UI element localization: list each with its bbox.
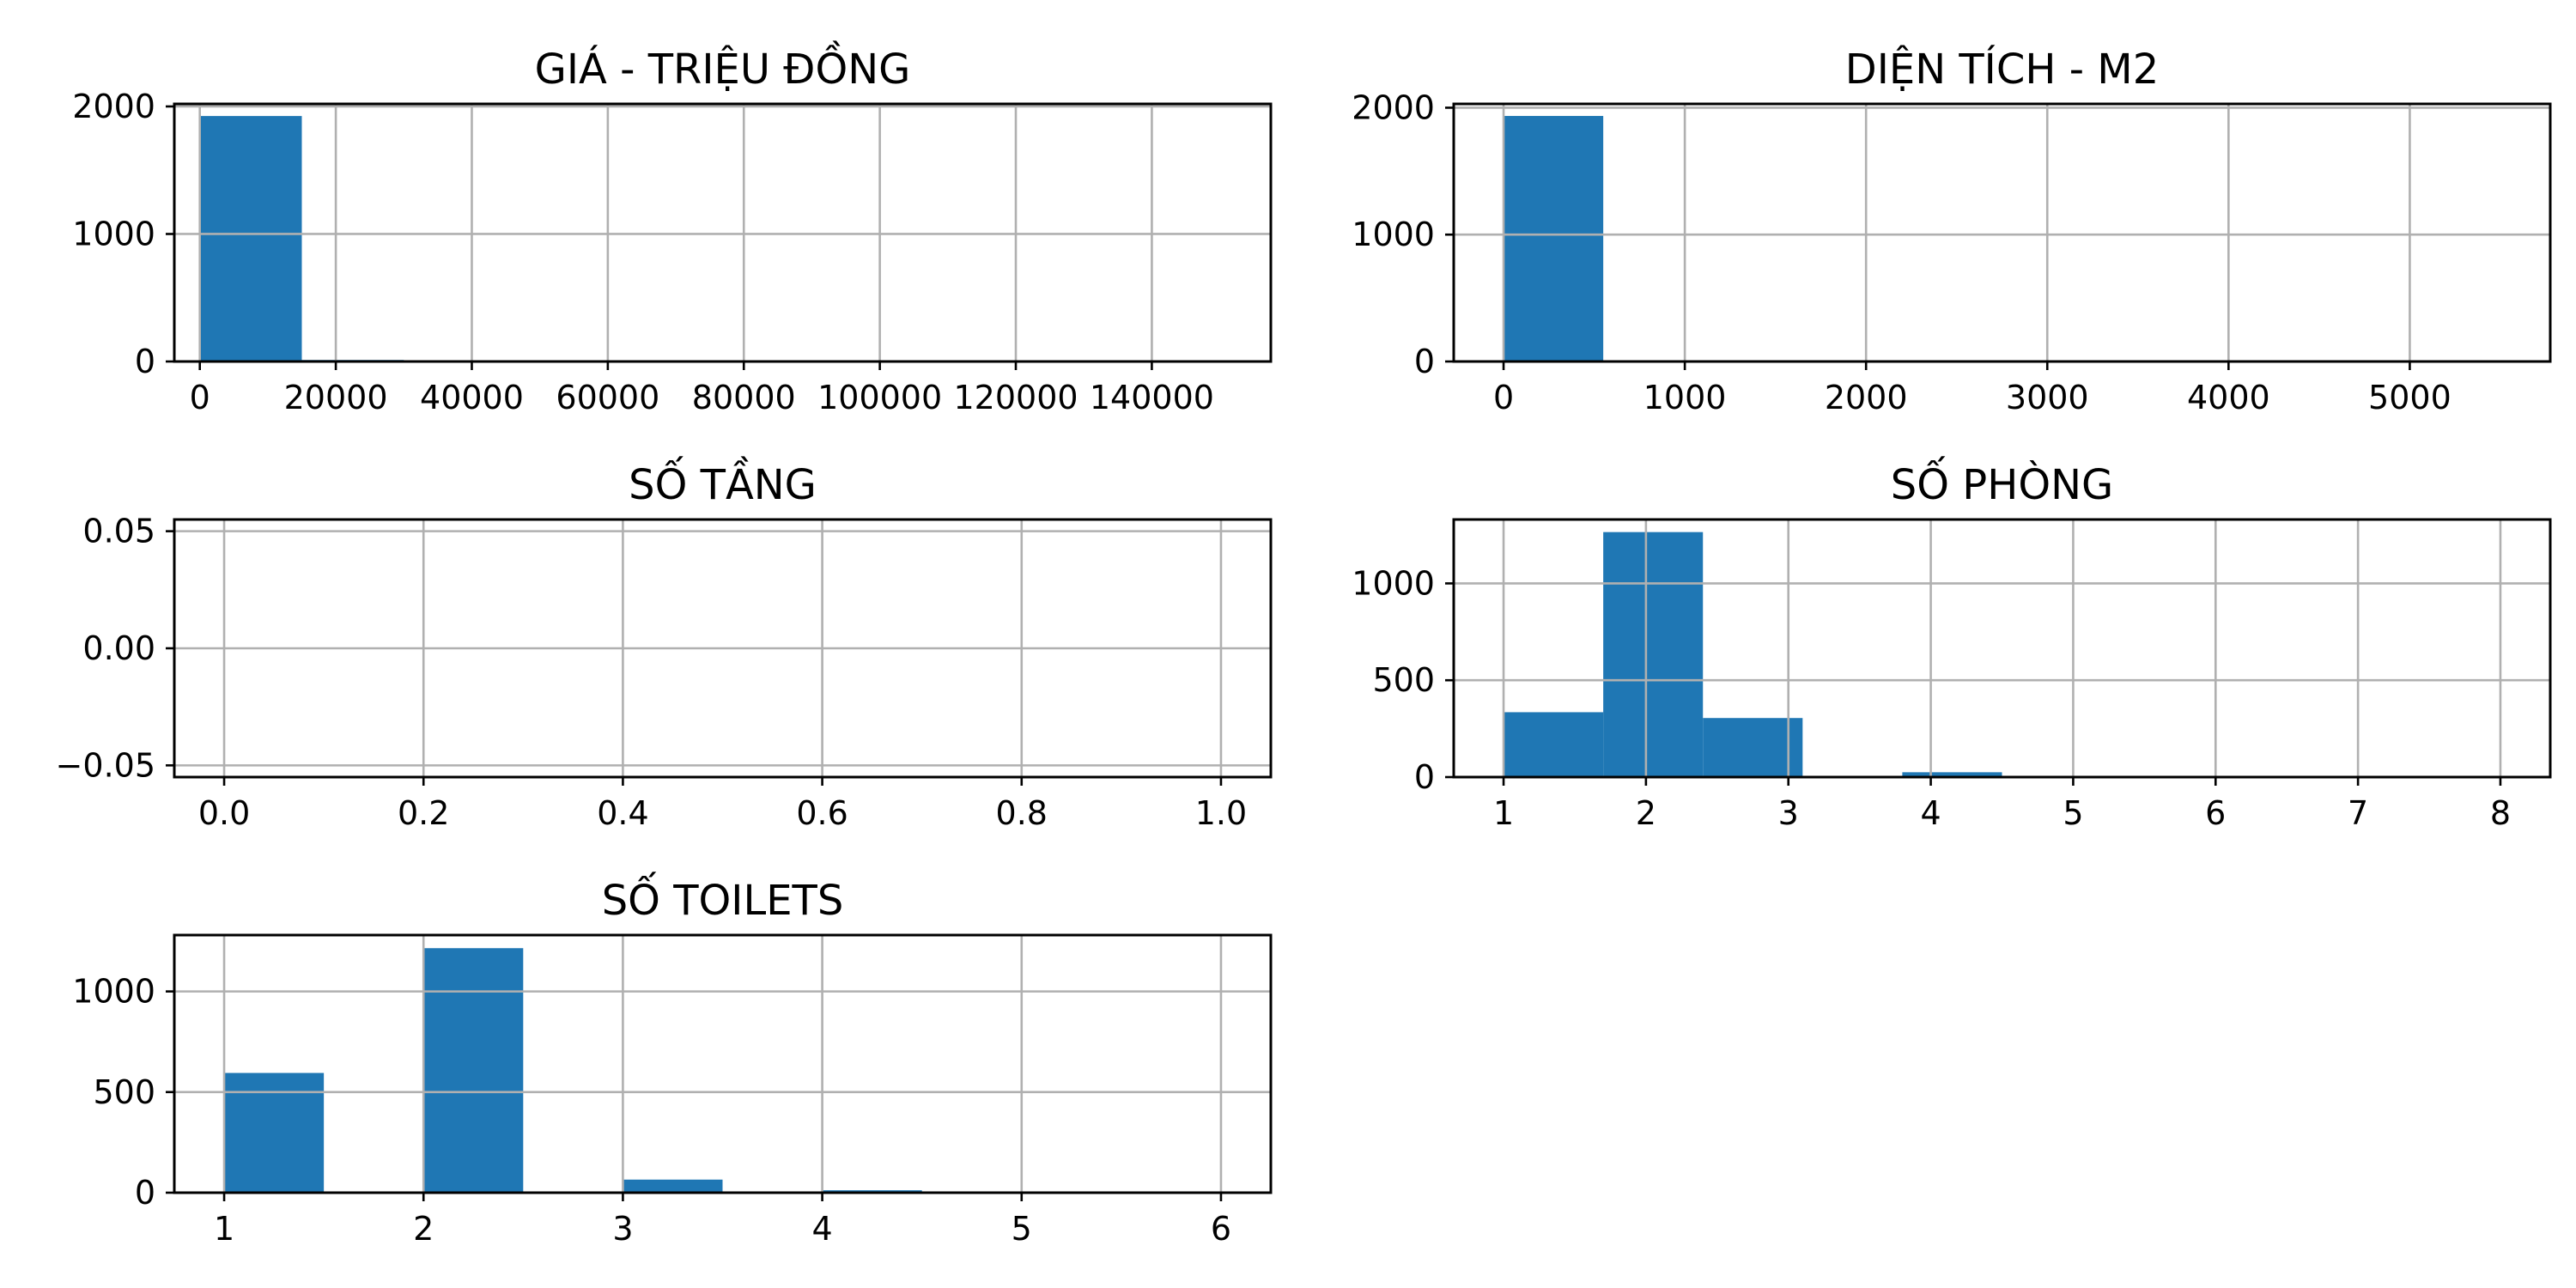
x-tick-label: 0.4 <box>597 794 648 832</box>
x-tick-label: 1 <box>214 1210 234 1248</box>
y-tick-label: 2000 <box>72 88 155 125</box>
subplot-title: SỐ PHÒNG <box>1891 456 2113 509</box>
subplot-0: 0 20000 40000 60000 80000 100000 120000 140000 0… <box>72 40 1273 416</box>
x-tick-label: 3 <box>1778 794 1799 832</box>
y-tick-label: 2000 <box>1352 88 1435 126</box>
x-tick-label: 60000 <box>556 379 659 416</box>
axes-frame <box>1452 518 2552 779</box>
histogram-bar <box>1902 772 2002 777</box>
histogram-bar <box>1504 116 1604 361</box>
x-tick-label: 2 <box>413 1210 434 1248</box>
x-tick-label: 0 <box>190 379 210 416</box>
x-tick-label: 4 <box>1920 794 1941 832</box>
axes-frame <box>1452 102 2552 363</box>
x-tick-label: 1000 <box>1643 379 1727 416</box>
y-tick-label: 0 <box>135 1174 155 1212</box>
y-tick-label: 0 <box>1414 343 1435 380</box>
x-tick-label: 4 <box>811 1210 832 1248</box>
histogram-bar <box>1603 532 1704 777</box>
y-tick-label: 1000 <box>72 215 155 252</box>
x-tick-label: 0.2 <box>398 794 449 832</box>
subplot-1: 0 1000 2000 3000 4000 5000 0 1000 2000 DIỆN TÍCH … <box>1352 45 2552 416</box>
x-tick-label: 8 <box>2490 794 2511 832</box>
histogram-bar <box>623 1179 723 1193</box>
axes-frame <box>173 933 1273 1194</box>
x-tick-label: 2000 <box>1825 379 1908 416</box>
x-tick-label: 6 <box>2205 794 2226 832</box>
y-tick-label: 1000 <box>72 973 155 1011</box>
y-tick-label: 0 <box>135 343 155 380</box>
x-tick-label: 20000 <box>284 379 388 416</box>
subplot-title: DIỆN TÍCH - M2 <box>1845 45 2159 94</box>
subplot-2: 0.0 0.2 0.4 0.6 0.8 1.0 −0.05 0.00 0.05 SỐ TẦNG <box>56 456 1273 832</box>
x-tick-label: 7 <box>2348 794 2368 832</box>
histogram-bar <box>1703 718 1803 777</box>
x-tick-label: 3000 <box>2006 379 2089 416</box>
x-tick-label: 100000 <box>817 379 942 416</box>
x-tick-label: 5000 <box>2368 379 2451 416</box>
x-tick-label: 5 <box>2063 794 2083 832</box>
histogram-bar <box>224 1072 325 1193</box>
y-tick-label: −0.05 <box>56 746 155 784</box>
x-tick-label: 0.0 <box>198 794 250 832</box>
x-tick-label: 4000 <box>2187 379 2270 416</box>
x-tick-label: 0 <box>1493 379 1514 416</box>
x-tick-label: 40000 <box>420 379 524 416</box>
x-tick-label: 1 <box>1493 794 1514 832</box>
axes-frame <box>173 102 1273 363</box>
x-tick-label: 6 <box>1211 1210 1231 1248</box>
y-tick-label: 0 <box>1414 758 1435 796</box>
histogram-bar <box>199 116 302 361</box>
y-tick-label: 1000 <box>1352 564 1435 602</box>
subplot-3: 1 2 3 4 5 6 7 8 0 500 1000 SỐ PHÒNG <box>1352 456 2552 832</box>
x-tick-label: 140000 <box>1090 379 1214 416</box>
x-tick-label: 80000 <box>692 379 796 416</box>
y-tick-label: 500 <box>93 1073 155 1111</box>
y-tick-label: 0.00 <box>82 629 155 667</box>
x-tick-label: 120000 <box>953 379 1078 416</box>
x-tick-label: 0.6 <box>796 794 848 832</box>
histogram-bar <box>423 948 524 1193</box>
x-tick-label: 5 <box>1012 1210 1032 1248</box>
x-tick-label: 1.0 <box>1195 794 1247 832</box>
x-tick-label: 0.8 <box>996 794 1048 832</box>
subplot-title: SỐ TẦNG <box>629 456 817 509</box>
histogram-bar <box>1504 712 1604 777</box>
x-tick-label: 3 <box>612 1210 633 1248</box>
y-tick-label: 1000 <box>1352 216 1435 253</box>
subplot-title: GIÁ - TRIỆU ĐỒNG <box>535 40 911 94</box>
subplot-4: 1 2 3 4 5 6 0 500 1000 SỐ TOILETS <box>72 872 1273 1248</box>
x-tick-label: 2 <box>1636 794 1656 832</box>
y-tick-label: 500 <box>1372 661 1435 699</box>
y-tick-label: 0.05 <box>82 513 155 550</box>
subplot-title: SỐ TOILETS <box>602 872 844 925</box>
